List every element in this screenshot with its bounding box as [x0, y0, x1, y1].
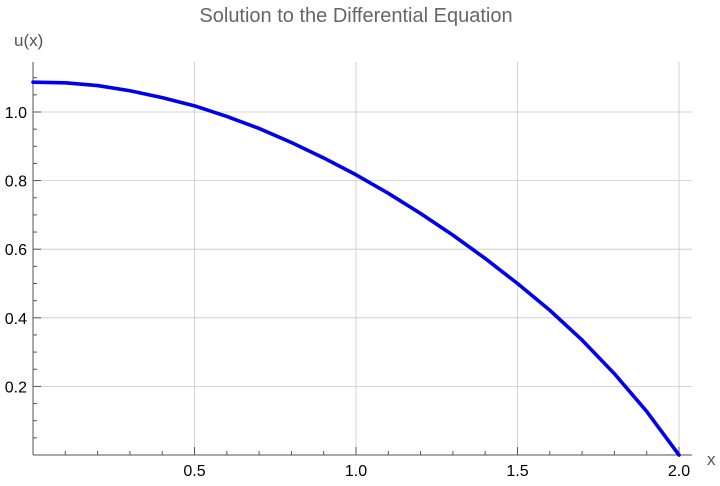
tick-labels: 0.5 1.0 1.5 2.0 0.2 0.4 0.6 0.8 1.0	[5, 105, 690, 480]
axes	[32, 62, 692, 456]
y-tick-label: 0.4	[5, 311, 27, 328]
x-tick-label: 1.5	[506, 463, 528, 480]
y-tick-label: 1.0	[5, 105, 27, 122]
y-axis-label: u(x)	[14, 31, 43, 50]
x-tick-label: 1.0	[345, 463, 367, 480]
series	[31, 80, 681, 457]
y-tick-label: 0.8	[5, 174, 27, 191]
grid	[33, 62, 692, 455]
x-tick-label: 2.0	[668, 463, 690, 480]
y-tick-label: 0.2	[5, 379, 27, 396]
series-line	[31, 80, 681, 457]
chart-title: Solution to the Differential Equation	[199, 5, 512, 27]
y-tick-label: 0.6	[5, 242, 27, 259]
x-tick-label: 0.5	[183, 463, 205, 480]
x-axis-label: x	[707, 450, 716, 469]
